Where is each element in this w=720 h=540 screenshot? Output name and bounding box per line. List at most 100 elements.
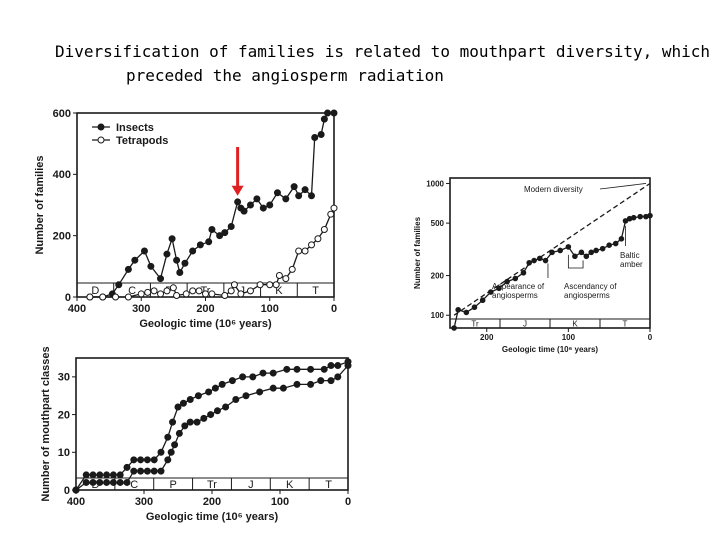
data-point — [259, 204, 267, 212]
period-label: D — [91, 285, 99, 297]
period-label: K — [572, 319, 578, 328]
legend-entry: Insects — [116, 122, 154, 134]
data-point — [275, 272, 283, 280]
slide-title-line-1: Diversification of families is related t… — [55, 42, 711, 61]
data-point — [208, 290, 216, 298]
data-point — [109, 478, 117, 486]
annotation-baltic-amber: Baltic — [620, 251, 640, 260]
data-point — [123, 463, 131, 471]
data-point — [150, 467, 158, 475]
y-tick-label: 1000 — [426, 179, 444, 188]
x-tick-label: 0 — [331, 303, 337, 315]
data-point — [228, 377, 236, 385]
data-point — [89, 478, 97, 486]
y-axis-label: Number of mouthpart classes — [40, 346, 52, 501]
data-point — [116, 478, 124, 486]
legend-marker — [97, 123, 105, 131]
data-point — [202, 290, 209, 298]
data-point — [295, 192, 303, 200]
data-point — [520, 269, 527, 276]
data-point — [269, 369, 277, 377]
data-point — [189, 287, 197, 295]
x-axis-label: Geologic time (10⁶ years) — [146, 511, 279, 523]
period-label: T — [312, 285, 319, 297]
data-point — [218, 380, 226, 388]
mouthpart-classes-chart: DCPTrJKT40030020010000102030Geologic tim… — [40, 346, 352, 523]
slide-title: Diversification of families is related t… — [0, 40, 720, 88]
data-point — [314, 235, 322, 243]
data-point — [195, 287, 203, 295]
data-point — [140, 247, 148, 255]
data-point — [301, 186, 309, 194]
data-point — [205, 238, 213, 246]
data-point — [307, 380, 315, 388]
y-tick-label: 600 — [53, 108, 71, 120]
data-point — [96, 471, 104, 479]
annotation-baltic-amber: amber — [620, 260, 643, 269]
y-tick-label: 200 — [53, 231, 71, 243]
data-point — [327, 377, 335, 385]
series-line-1 — [453, 214, 651, 329]
data-point — [234, 198, 242, 206]
data-point — [181, 259, 189, 267]
data-point — [630, 214, 637, 221]
data-point — [171, 441, 179, 449]
data-point — [249, 373, 257, 381]
data-point — [230, 281, 238, 289]
data-point — [196, 241, 204, 249]
data-point — [334, 362, 342, 370]
period-label: Tr — [207, 479, 217, 491]
data-point — [317, 377, 325, 385]
x-tick-label: 400 — [67, 496, 85, 508]
data-point — [256, 281, 264, 289]
period-label: P — [169, 479, 176, 491]
x-tick-label: 0 — [648, 333, 653, 342]
data-point — [103, 478, 111, 486]
data-point — [471, 304, 478, 311]
plot-frame — [75, 357, 349, 491]
data-point — [542, 257, 549, 264]
x-tick-label: 100 — [562, 333, 576, 342]
data-point — [606, 242, 612, 248]
data-point — [293, 365, 301, 373]
data-point — [222, 403, 230, 411]
data-point — [137, 456, 145, 464]
data-point — [334, 373, 342, 381]
data-point — [463, 309, 470, 316]
data-point — [256, 388, 264, 396]
data-point — [496, 285, 502, 292]
data-point — [200, 414, 208, 422]
data-point — [137, 467, 145, 475]
data-point — [89, 471, 97, 479]
data-point — [593, 247, 599, 254]
data-point — [157, 290, 165, 298]
data-point — [324, 109, 332, 117]
data-point — [282, 275, 290, 283]
data-point — [193, 418, 201, 426]
data-point — [144, 288, 152, 296]
data-point — [82, 478, 90, 486]
data-point — [96, 478, 104, 486]
period-label: Tr — [471, 319, 479, 328]
data-point — [282, 195, 290, 203]
data-point — [344, 358, 352, 366]
y-tick-label: 400 — [53, 169, 71, 181]
data-point — [572, 253, 578, 260]
data-point — [150, 456, 158, 464]
data-point — [157, 467, 165, 475]
data-point — [181, 422, 189, 430]
data-point — [72, 486, 80, 494]
period-label: T — [325, 479, 332, 491]
data-point — [211, 384, 219, 392]
data-point — [327, 210, 335, 218]
data-point — [147, 262, 155, 270]
data-point — [186, 395, 194, 403]
x-axis-label: Geologic time (10⁶ years) — [139, 318, 272, 330]
data-point — [116, 471, 124, 479]
data-point — [109, 471, 117, 479]
data-point — [232, 395, 240, 403]
annotation-bracket — [567, 254, 584, 269]
data-point — [227, 222, 235, 230]
data-point — [237, 290, 245, 298]
x-tick-label: 200 — [480, 333, 494, 342]
